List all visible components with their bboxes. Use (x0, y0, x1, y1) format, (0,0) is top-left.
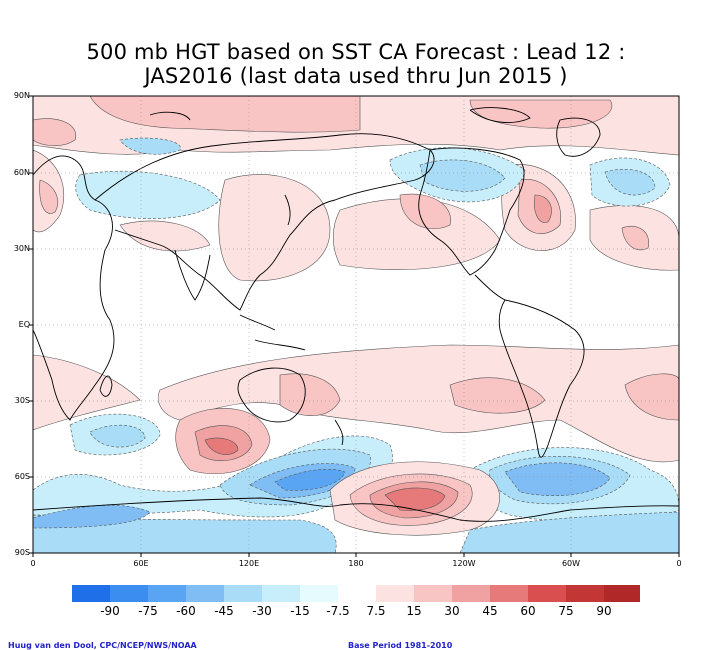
lon-label-60w: 60W (561, 559, 581, 568)
lat-label-90n: 90N (13, 91, 30, 100)
colorbar-label: -15 (290, 604, 310, 618)
colorbar-swatch (414, 585, 452, 602)
gridlines (33, 96, 679, 553)
colorbar-label: -30 (252, 604, 272, 618)
lon-label-120e: 120E (238, 559, 260, 568)
colorbar-swatch (148, 585, 186, 602)
lat-label-30n: 30N (13, 244, 30, 253)
axis-ticks (29, 95, 680, 557)
colorbar-label: 15 (406, 604, 422, 618)
lon-label-120w: 120W (452, 559, 476, 568)
colorbar-label: -75 (138, 604, 158, 618)
colorbar-label: 45 (482, 604, 498, 618)
colorbar-swatch (72, 585, 110, 602)
lat-label-30s: 30S (14, 396, 30, 405)
colorbar-swatch (110, 585, 148, 602)
colorbar-swatch (224, 585, 262, 602)
credit-author: Huug van den Dool, CPC/NCEP/NWS/NOAA (8, 641, 197, 650)
colorbar-swatch (186, 585, 224, 602)
colorbar-label: 90 (596, 604, 612, 618)
colorbar-swatch (300, 585, 338, 602)
colorbar-label: -7.5 (326, 604, 350, 618)
colorbar-swatch (262, 585, 300, 602)
lat-label-60n: 60N (13, 168, 30, 177)
coastlines (33, 107, 679, 522)
lon-label-0-east: 0 (676, 559, 682, 568)
colorbar-label: -60 (176, 604, 196, 618)
colorbar-swatch (604, 585, 640, 602)
colorbar-label: 75 (558, 604, 574, 618)
colorbar-swatch (566, 585, 604, 602)
colorbar-label: -45 (214, 604, 234, 618)
colorbar-label: 7.5 (366, 604, 386, 618)
lon-label-180: 180 (348, 559, 364, 568)
map-title-line-2: JAS2016 (last data used thru Jun 2015 ) (144, 64, 568, 88)
colorbar-swatch (376, 585, 414, 602)
lon-label-0: 0 (30, 559, 36, 568)
colorbar-label: 60 (520, 604, 536, 618)
credit-base-period: Base Period 1981-2010 (348, 641, 453, 650)
colorbar-label: 30 (444, 604, 460, 618)
colorbar-swatch (528, 585, 566, 602)
colorbar-swatch (490, 585, 528, 602)
anomaly-field (33, 96, 679, 553)
lat-label-60s: 60S (14, 472, 30, 481)
lon-label-60e: 60E (133, 559, 149, 568)
colorbar-swatch (452, 585, 490, 602)
colorbar-swatch (338, 585, 376, 602)
colorbar-label: -90 (100, 604, 120, 618)
lat-label-90s: 90S (14, 548, 30, 557)
map-title-line-1: 500 mb HGT based on SST CA Forecast : Le… (86, 40, 626, 64)
lat-label-eq: EQ (18, 320, 30, 329)
